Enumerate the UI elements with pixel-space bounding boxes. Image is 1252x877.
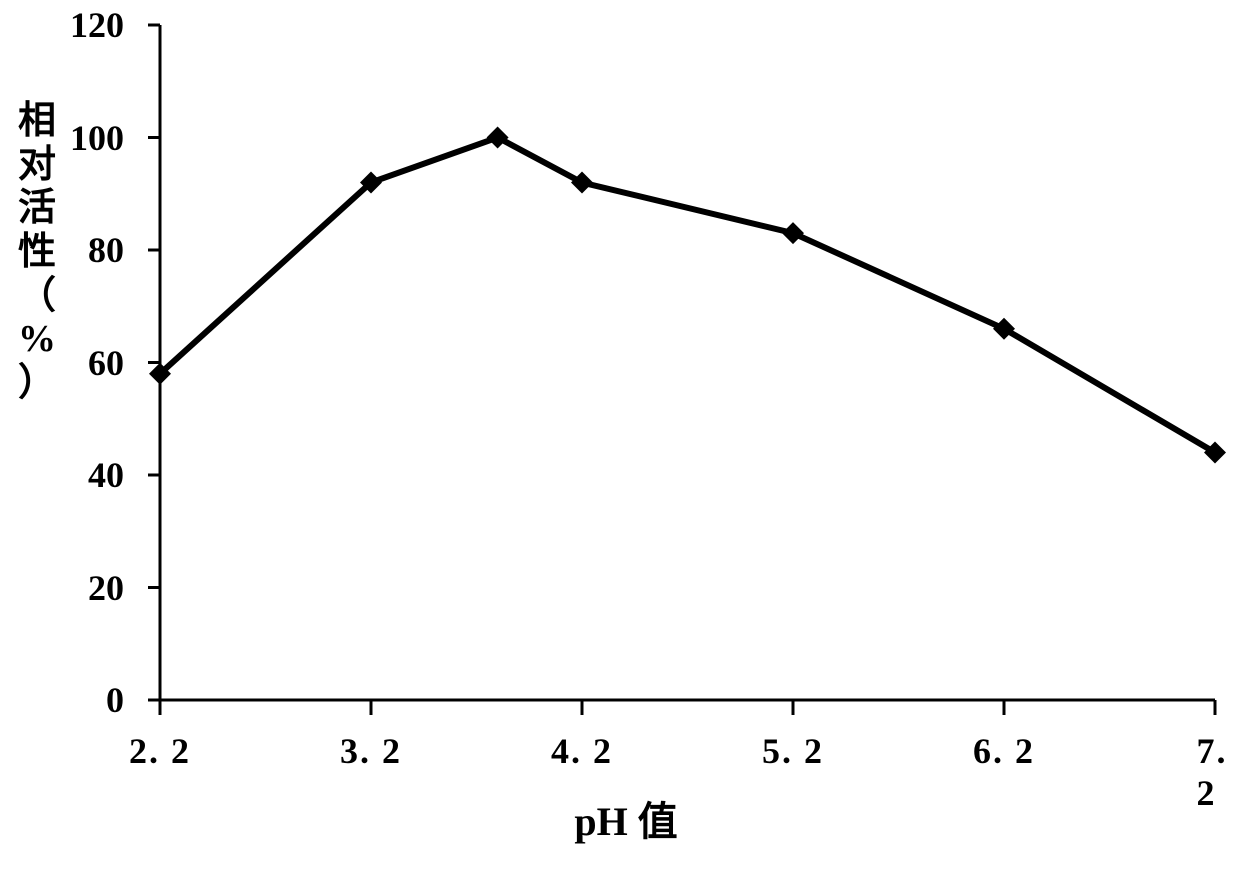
y-label-char: 活 xyxy=(18,187,60,231)
data-line xyxy=(160,138,1215,453)
y-label-char: % xyxy=(18,318,60,362)
x-tick-label: 4. 2 xyxy=(551,730,613,772)
y-tick-label: 120 xyxy=(70,4,124,46)
data-marker xyxy=(782,222,804,244)
y-tick-label: 20 xyxy=(88,567,124,609)
y-label-char: 对 xyxy=(18,144,60,188)
y-tick-label: 100 xyxy=(70,117,124,159)
x-tick-label: 6. 2 xyxy=(973,730,1035,772)
x-axis-label: pH 值 xyxy=(574,789,677,847)
x-tick-label: 3. 2 xyxy=(340,730,402,772)
y-tick-label: 60 xyxy=(88,342,124,384)
x-tick-label: 2. 2 xyxy=(129,730,191,772)
y-label-char: 相 xyxy=(18,100,60,144)
y-axis-label: 相对活性（%） xyxy=(18,100,60,406)
chart-container: 相对活性（%） pH 值 0 20 40 60 80 100 120 2. 2 3. 2 4. 2… xyxy=(0,0,1252,877)
y-label-char: ） xyxy=(18,362,60,406)
x-tick-label: 5. 2 xyxy=(762,730,824,772)
data-marker xyxy=(487,127,509,149)
x-tick-label: 7. 2 xyxy=(1197,730,1234,814)
y-label-char: （ xyxy=(18,275,60,319)
y-tick-label: 40 xyxy=(88,454,124,496)
data-marker xyxy=(571,172,593,194)
y-label-char: 性 xyxy=(18,231,60,275)
y-tick-label: 80 xyxy=(88,229,124,271)
y-tick-label: 0 xyxy=(106,679,124,721)
